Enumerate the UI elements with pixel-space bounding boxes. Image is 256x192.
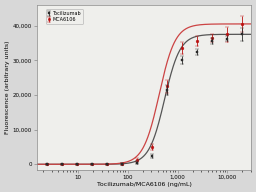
- X-axis label: Tocilizumab/MCA6106 (ng/mL): Tocilizumab/MCA6106 (ng/mL): [97, 182, 191, 187]
- Y-axis label: Fluorescence (arbitrary units): Fluorescence (arbitrary units): [5, 41, 10, 134]
- Legend: Tocilizumab, MCA6106: Tocilizumab, MCA6106: [46, 9, 83, 24]
